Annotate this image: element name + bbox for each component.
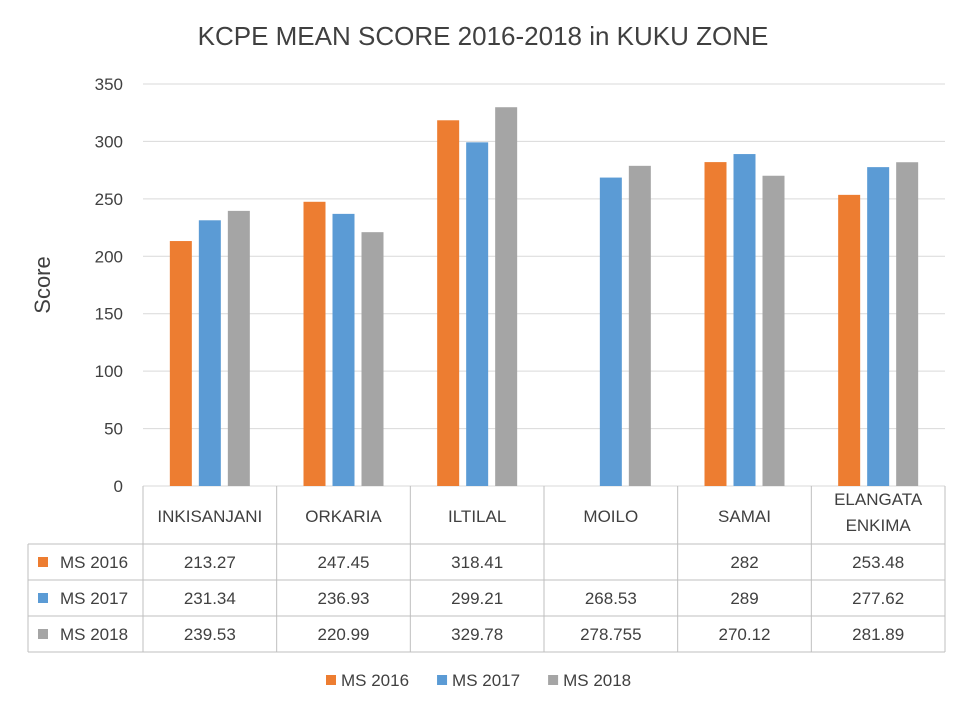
bar <box>733 154 756 486</box>
table-legend-key <box>38 629 48 639</box>
gridlines <box>143 83 945 487</box>
x-tick-label: ORKARIA <box>305 507 382 526</box>
legend: MS 2016 MS 2017 MS 2018 <box>326 671 631 690</box>
y-axis-ticks: 0 50 100 150 200 250 300 350 <box>95 75 123 496</box>
legend-label: MS 2016 <box>341 671 409 690</box>
bar <box>169 241 192 486</box>
bar <box>704 162 727 487</box>
table-cell: 289 <box>730 589 758 608</box>
table-cell: 220.99 <box>318 625 370 644</box>
y-tick-label: 350 <box>95 75 123 94</box>
table-legend-key <box>38 593 48 603</box>
table-row-header: MS 2018 <box>60 625 128 644</box>
bar <box>332 213 355 487</box>
bar <box>227 210 250 486</box>
bar <box>628 165 651 487</box>
y-tick-label: 150 <box>95 305 123 324</box>
table-cell: 277.62 <box>852 589 904 608</box>
legend-label: MS 2017 <box>452 671 520 690</box>
x-tick-label: SAMAI <box>718 507 771 526</box>
bar <box>361 232 384 486</box>
x-tick-label: INKISANJANI <box>157 507 262 526</box>
legend-swatch <box>326 675 336 685</box>
y-tick-label: 100 <box>95 362 123 381</box>
y-axis-label: Score <box>30 256 55 313</box>
bar <box>198 220 221 486</box>
legend-swatch <box>437 675 448 685</box>
table-row-header: MS 2016 <box>60 553 128 572</box>
y-tick-label: 0 <box>114 477 123 496</box>
y-tick-label: 250 <box>95 190 123 209</box>
table-cell: 236.93 <box>318 589 370 608</box>
table-cell: 270.12 <box>719 625 771 644</box>
table-cell: 253.48 <box>852 553 904 572</box>
table-cell: 299.21 <box>451 589 503 608</box>
y-tick-label: 300 <box>95 132 123 151</box>
table-cell: 239.53 <box>184 625 236 644</box>
bar <box>838 194 861 486</box>
data-table: INKISANJANI ORKARIA ILTILAL MOILO SAMAI ELANG… <box>27 486 946 653</box>
bars <box>169 107 919 487</box>
table-row-header: MS 2017 <box>60 589 128 608</box>
table-cell: 213.27 <box>184 553 236 572</box>
table-cell: 268.53 <box>585 589 637 608</box>
table-cell: 278.755 <box>580 625 641 644</box>
bar <box>599 177 622 487</box>
bar <box>437 120 460 486</box>
bar <box>466 142 489 486</box>
table-cell: 247.45 <box>318 553 370 572</box>
x-tick-label: ELANGATA ENKIMA <box>834 490 923 535</box>
legend-swatch <box>548 675 559 685</box>
bar <box>303 201 326 486</box>
table-cell: 329.78 <box>451 625 503 644</box>
legend-label: MS 2018 <box>563 671 631 690</box>
y-tick-label: 50 <box>104 420 123 439</box>
y-tick-label: 200 <box>95 247 123 266</box>
chart-title: KCPE MEAN SCORE 2016-2018 in KUKU ZONE <box>198 21 769 51</box>
x-tick-label: MOILO <box>583 507 638 526</box>
table-cell: 318.41 <box>451 553 503 572</box>
x-tick-label: ILTILAL <box>448 507 506 526</box>
table-cell: 231.34 <box>184 589 236 608</box>
bar <box>896 162 919 487</box>
bar <box>495 107 518 486</box>
bar <box>867 167 890 486</box>
bar <box>762 175 785 487</box>
table-cell: 282 <box>730 553 758 572</box>
table-legend-key <box>38 557 48 567</box>
table-cell: 281.89 <box>852 625 904 644</box>
